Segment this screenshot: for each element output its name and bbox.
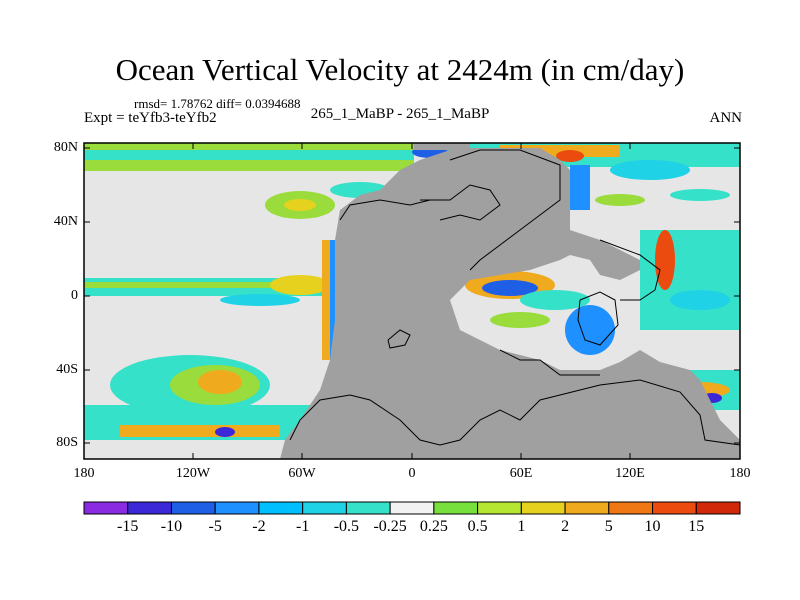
colorbar-swatch xyxy=(477,501,522,515)
colorbar-swatch xyxy=(389,501,435,515)
colorbar-tick-label: -0.25 xyxy=(373,518,407,535)
lon-tick-label: 180 xyxy=(73,466,95,481)
lat-tick-label: 40N xyxy=(53,214,78,229)
colorbar-swatch xyxy=(608,501,654,515)
colorbar-swatch xyxy=(695,501,741,515)
colorbar-tick-label: -10 xyxy=(160,518,183,535)
land-masses xyxy=(280,143,740,459)
season-label: ANN xyxy=(709,110,743,126)
colorbar-tick-label: 2 xyxy=(561,518,570,535)
colorbar-tick-label: -2 xyxy=(252,518,266,535)
colorbar-swatch xyxy=(433,501,479,515)
lon-tick-label: 0 xyxy=(408,466,416,481)
lat-tick-label: 40S xyxy=(56,362,78,377)
colorbar-tick-label: 15 xyxy=(688,518,705,535)
colorbar-tick-label: -0.5 xyxy=(333,518,360,535)
lon-tick-label: 60E xyxy=(509,466,533,481)
lat-tick-label: 80S xyxy=(56,435,78,450)
colorbar-tick-label: 10 xyxy=(644,518,661,535)
colorbar-tick-label: 0.5 xyxy=(467,518,488,535)
colorbar-tick-label: -5 xyxy=(208,518,222,535)
experiment-label: Expt = teYfb3-teYfb2 xyxy=(84,110,217,126)
colorbar-swatch xyxy=(345,501,391,515)
lat-tick-label: 80N xyxy=(53,140,78,155)
colorbar-tick-label: 1 xyxy=(517,518,526,535)
colorbar-swatch xyxy=(127,501,172,515)
colorbar-tick-label: 5 xyxy=(604,518,613,535)
lat-tick-label: 0 xyxy=(71,288,78,303)
colorbar-tick-label: 0.25 xyxy=(419,518,448,535)
axis-ticks xyxy=(83,143,741,459)
colorbar-swatch xyxy=(302,501,347,515)
colorbar-swatch xyxy=(564,501,610,515)
colorbar xyxy=(83,501,741,515)
colorbar-tick-label: -1 xyxy=(295,518,310,535)
rmsd-diff-stats: rmsd= 1.78762 diff= 0.0394688 xyxy=(134,96,301,111)
lon-tick-label: 120W xyxy=(175,466,211,481)
colorbar-swatch xyxy=(83,501,129,515)
colorbar-swatch xyxy=(258,501,304,515)
colorbar-swatch xyxy=(170,501,216,515)
lon-tick-label: 60W xyxy=(288,466,316,481)
map-title: Ocean Vertical Velocity at 2424m (in cm/… xyxy=(115,52,685,87)
colorbar-swatch xyxy=(520,501,566,515)
colorbar-tick-label: -15 xyxy=(117,518,139,535)
colorbar-swatch xyxy=(652,501,697,515)
case-label: 265_1_MaBP - 265_1_MaBP xyxy=(310,106,490,122)
lon-tick-label: 120E xyxy=(615,466,645,481)
colorbar-swatch xyxy=(214,501,260,515)
coastlines xyxy=(289,149,741,446)
lon-tick-label: 180 xyxy=(729,466,751,481)
